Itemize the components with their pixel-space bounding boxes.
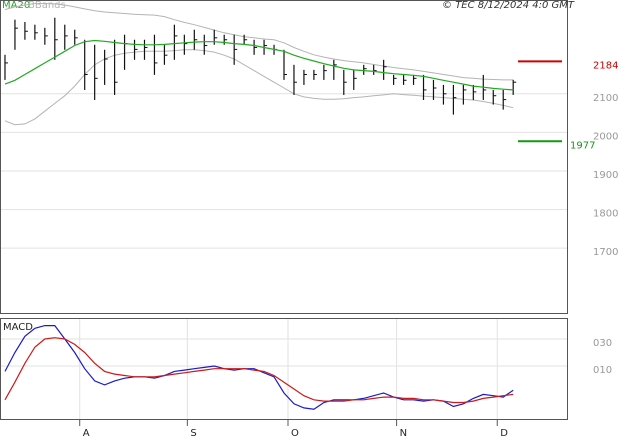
copyright: © TEC 8/12/2024 4:0 GMT bbox=[442, 0, 575, 11]
y-tick-label: 1900 bbox=[593, 170, 618, 181]
macd-panel bbox=[0, 318, 568, 420]
bband-upper bbox=[4, 3, 514, 81]
grid bbox=[1, 93, 567, 419]
price-panel bbox=[0, 0, 568, 314]
x-tick-label: N bbox=[400, 428, 407, 439]
x-tick-label: A bbox=[83, 428, 90, 439]
x-tick-label: O bbox=[291, 428, 299, 439]
legend-ma20: MA20 bbox=[2, 0, 30, 11]
level-label: 1977 bbox=[570, 140, 595, 151]
y-tick-label: 1700 bbox=[593, 247, 618, 258]
y-tick-label: 1800 bbox=[593, 209, 618, 220]
macd-title: MACD bbox=[3, 322, 33, 333]
y-tick-label: 2000 bbox=[593, 131, 618, 142]
x-tick-label: S bbox=[190, 428, 196, 439]
x-tick-label: D bbox=[500, 428, 508, 439]
ma20-line bbox=[4, 39, 514, 91]
y-tick-label: 030 bbox=[593, 338, 612, 349]
level-label: 2184 bbox=[593, 60, 618, 71]
legend-bbands: BBands bbox=[28, 0, 66, 11]
y-tick-label: 010 bbox=[593, 365, 612, 376]
bband-lower bbox=[4, 49, 514, 126]
macd-line bbox=[4, 337, 514, 404]
y-tick-label: 2100 bbox=[593, 93, 618, 104]
